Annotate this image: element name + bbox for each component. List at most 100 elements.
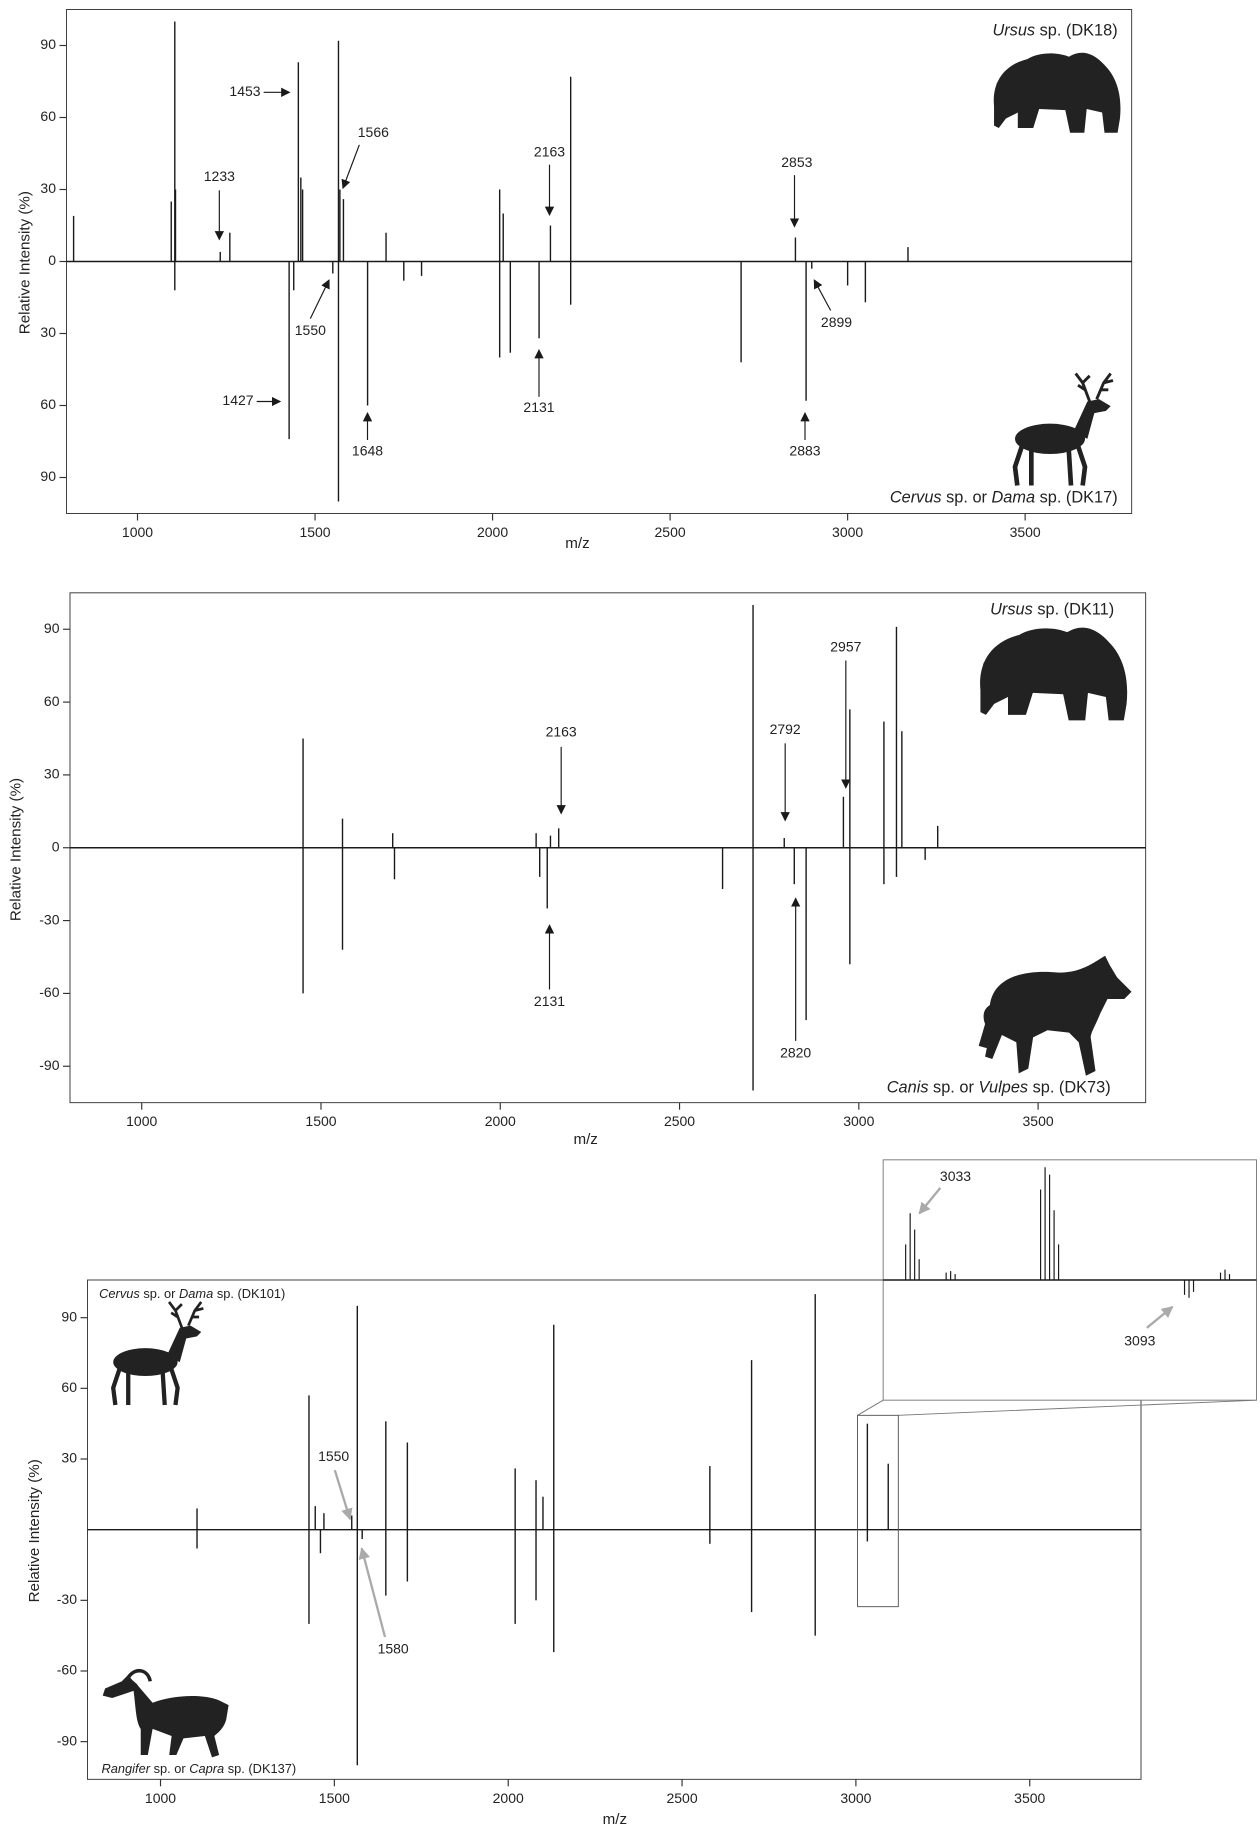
y-tick-label: 30 [61,1450,77,1466]
annotation-label: 1427 [222,392,253,408]
zoom-connector [857,1399,1257,1416]
x-tick-label: 3000 [843,1113,874,1129]
annotation-arrow [918,1187,942,1215]
x-tick-label: 1500 [319,1790,350,1806]
species-label-part: Ursus [992,22,1035,40]
annotation-label: 2883 [789,442,820,458]
species-label-part: Dama [992,489,1036,507]
annotation-label: 1580 [378,1641,409,1657]
y-axis-label: Relative Intensity (%) [7,778,24,921]
species-label-part: sp. or [942,489,992,507]
x-tick-label: 2500 [664,1113,695,1129]
annotation-label: 2820 [780,1044,811,1060]
y-tick-label: 60 [61,1379,77,1395]
y-tick-label: 0 [52,838,60,854]
y-tick-label: 60 [40,396,56,412]
species-label-part: sp. (DK101) [213,1287,285,1302]
y-tick-label: -90 [39,1057,59,1073]
annotation-label: 1233 [204,168,235,184]
species-label-part: sp. (DK11) [1033,601,1114,619]
species-label-part: sp. or [929,1079,979,1097]
x-tick-label: 2500 [666,1790,697,1806]
y-tick-label: 30 [40,324,56,340]
species-label-part: Rangifer [102,1761,151,1776]
species-label: Canis sp. or Vulpes sp. (DK73) [887,1079,1111,1097]
annotation-label: 3033 [940,1168,971,1184]
x-axis-label: m/z [565,535,589,552]
annotation-arrow [358,1547,387,1638]
annotation-label: 2131 [534,993,565,1009]
species-label-part: Dama [179,1287,213,1302]
x-tick-label: 3500 [1023,1113,1054,1129]
x-tick-label: 3500 [1010,524,1041,540]
annotation-label: 1550 [318,1448,349,1464]
species-label-part: Ursus [990,601,1033,619]
annotation-label: 1550 [295,322,326,338]
annotation-label: 2131 [523,399,554,415]
annotation-label: 1566 [358,124,389,140]
species-label-part: Cervus [99,1287,140,1302]
x-tick-label: 1500 [299,524,330,540]
species-label-part: sp. (DK73) [1028,1079,1111,1097]
x-tick-label: 1000 [145,1790,176,1806]
y-tick-label: -30 [39,911,59,927]
annotation-label: 2163 [546,724,577,740]
annotation-label: 2899 [821,314,852,330]
y-tick-label: 90 [40,468,56,484]
annotation-label: 2957 [830,638,861,654]
x-tick-label: 3500 [1014,1790,1045,1806]
x-axis-label: m/z [603,1811,627,1828]
deer-silhouette [113,1302,203,1405]
species-label: Ursus sp. (DK11) [990,601,1114,619]
species-label: Rangifer sp. or Capra sp. (DK137) [102,1761,297,1776]
y-tick-label: 30 [40,180,56,196]
y-tick-label: 60 [44,693,60,709]
bear-silhouette [993,52,1121,133]
y-tick-label: 90 [44,620,60,636]
species-label-part: sp. or [140,1287,179,1302]
wolf-silhouette [983,956,1132,1076]
annotation-arrow [341,144,360,190]
species-label-part: Capra [189,1761,224,1776]
x-tick-label: 1000 [126,1113,157,1129]
y-tick-label: 60 [40,108,56,124]
species-label-part: Cervus [890,489,942,507]
annotation-label: 1453 [229,83,260,99]
annotation-label: 3093 [1124,1333,1155,1349]
annotation-label: 2163 [534,144,565,160]
y-axis-label: Relative Intensity (%) [17,191,34,334]
x-tick-label: 2000 [493,1790,524,1806]
species-label-part: sp. (DK18) [1035,22,1118,40]
species-label-part: sp. or [150,1761,189,1776]
y-tick-label: 0 [48,252,56,268]
goat-silhouette [100,1668,231,1760]
y-tick-label: -60 [39,984,59,1000]
x-tick-label: 3000 [832,524,863,540]
x-tick-label: 1000 [122,524,153,540]
species-label-part: sp. (DK137) [224,1761,296,1776]
annotation-label: 2853 [781,154,812,170]
y-tick-label: -90 [57,1732,77,1748]
zoom-box [857,1414,899,1608]
x-tick-label: 3000 [840,1790,871,1806]
x-tick-label: 2500 [655,524,686,540]
y-axis-label: Relative Intensity (%) [26,1459,43,1602]
species-label: Cervus sp. or Dama sp. (DK101) [99,1287,285,1302]
annotation-arrow [333,1469,353,1521]
annotation-arrow [813,279,832,311]
y-tick-label: 90 [61,1308,77,1324]
y-tick-label: 30 [44,766,60,782]
x-axis-label: m/z [573,1131,597,1148]
x-tick-label: 2000 [477,524,508,540]
annotation-arrow [309,279,330,319]
x-tick-label: 1500 [305,1113,336,1129]
species-label-part: Vulpes [978,1079,1028,1097]
x-tick-label: 2000 [485,1113,516,1129]
species-label: Cervus sp. or Dama sp. (DK17) [890,489,1118,507]
y-tick-label: 90 [40,36,56,52]
bear-silhouette [980,627,1128,721]
species-label-part: Canis [887,1079,929,1097]
species-label-part: sp. (DK17) [1035,489,1118,507]
y-tick-label: -30 [57,1591,77,1607]
